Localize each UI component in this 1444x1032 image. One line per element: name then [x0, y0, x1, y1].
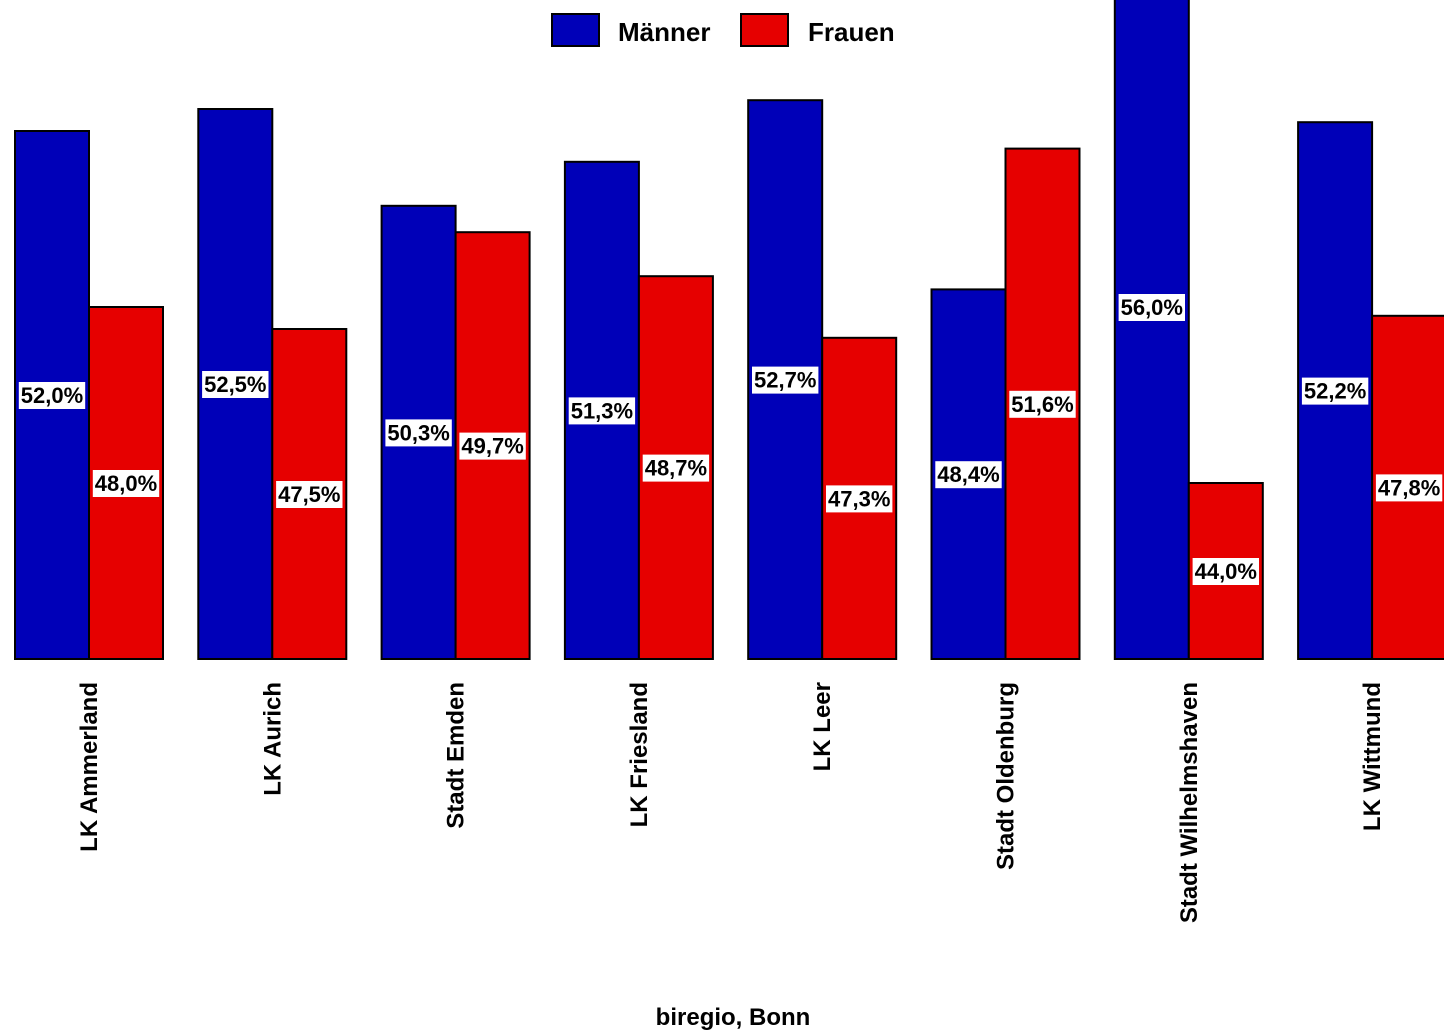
value-label-text: 48,0%	[95, 471, 157, 496]
category-labels: LK Ammerland LK Aurich Stadt Emden LK Fries…	[76, 682, 1386, 923]
value-label-text: 49,7%	[461, 434, 523, 459]
value-label-bg	[202, 371, 269, 398]
value-label-text: 50,3%	[387, 420, 449, 445]
legend: Männer Frauen	[551, 13, 895, 47]
value-label-bg	[935, 461, 1002, 489]
value-label-maenner-stadt-wilhelmshaven: 56,0%	[1118, 294, 1185, 321]
value-label-text: 48,4%	[937, 462, 999, 487]
value-label-maenner-stadt-oldenburg: 48,4%	[935, 461, 1002, 489]
value-label-frauen-lk-leer: 47,3%	[826, 485, 893, 513]
category-label-stadt-emden: Stadt Emden	[443, 682, 470, 829]
value-labels: 52,0% 48,0% 52,5% 47,5% 50,3% 49,7% 51,3% 48,7%…	[18, 294, 1443, 585]
value-label-text: 52,2%	[1304, 379, 1366, 404]
value-label-frauen-stadt-wilhelmshaven: 44,0%	[1192, 558, 1259, 585]
value-label-frauen-lk-friesland: 48,7%	[642, 454, 710, 482]
value-label-bg	[385, 419, 452, 447]
value-label-frauen-stadt-oldenburg: 51,6%	[1009, 390, 1076, 418]
value-label-maenner-stadt-emden: 50,3%	[385, 419, 452, 447]
value-label-maenner-lk-leer: 52,7%	[752, 366, 819, 394]
value-label-bg	[568, 397, 636, 425]
value-label-bg	[1192, 558, 1259, 585]
value-label-text: 47,3%	[828, 486, 890, 511]
value-label-bg	[642, 454, 710, 482]
bar-maenner-stadt-wilhelmshaven	[1113, 0, 1190, 660]
legend-label-maenner: Männer	[618, 17, 710, 47]
value-label-bg	[459, 432, 526, 460]
value-label-bg	[826, 485, 893, 513]
category-label-stadt-wilhelmshaven: Stadt Wilhelmshaven	[1176, 682, 1203, 923]
category-label-stadt-oldenburg: Stadt Oldenburg	[993, 682, 1020, 870]
value-label-text: 47,8%	[1378, 475, 1440, 500]
value-label-text: 47,5%	[278, 482, 340, 507]
category-label-lk-wittmund: LK Wittmund	[1359, 682, 1386, 831]
chart-caption: biregio, Bonn	[656, 1004, 811, 1031]
value-label-bg	[276, 481, 343, 508]
value-label-text: 52,5%	[204, 372, 266, 397]
value-label-text: 48,7%	[645, 456, 707, 481]
value-label-text: 51,3%	[571, 398, 633, 423]
value-label-text: 44,0%	[1195, 559, 1257, 584]
value-label-frauen-lk-wittmund: 47,8%	[1375, 474, 1443, 502]
value-label-frauen-lk-aurich: 47,5%	[276, 481, 343, 508]
value-label-text: 56,0%	[1121, 295, 1183, 320]
category-label-lk-ammerland: LK Ammerland	[76, 682, 103, 852]
value-label-maenner-lk-friesland: 51,3%	[568, 397, 636, 425]
value-label-bg	[1375, 474, 1443, 502]
value-label-text: 52,7%	[754, 368, 816, 393]
value-label-text: 52,0%	[21, 383, 83, 408]
value-label-bg	[1301, 377, 1369, 405]
value-label-bg	[1009, 390, 1076, 418]
value-label-frauen-stadt-emden: 49,7%	[459, 432, 526, 460]
legend-swatch-frauen	[740, 13, 789, 47]
value-label-text: 51,6%	[1011, 392, 1073, 417]
legend-swatch-maenner	[551, 13, 600, 47]
category-label-lk-friesland: LK Friesland	[626, 682, 653, 827]
legend-label-frauen: Frauen	[808, 17, 895, 47]
value-label-bg	[18, 382, 86, 409]
value-label-bg	[752, 366, 819, 394]
value-label-frauen-lk-ammerland: 48,0%	[92, 470, 160, 497]
category-label-lk-aurich: LK Aurich	[259, 682, 286, 796]
value-label-maenner-lk-ammerland: 52,0%	[18, 382, 86, 409]
value-label-maenner-lk-aurich: 52,5%	[202, 371, 269, 398]
value-label-bg	[1118, 294, 1185, 321]
value-label-maenner-lk-wittmund: 52,2%	[1301, 377, 1369, 405]
category-label-lk-leer: LK Leer	[809, 682, 836, 771]
value-label-bg	[92, 470, 160, 497]
